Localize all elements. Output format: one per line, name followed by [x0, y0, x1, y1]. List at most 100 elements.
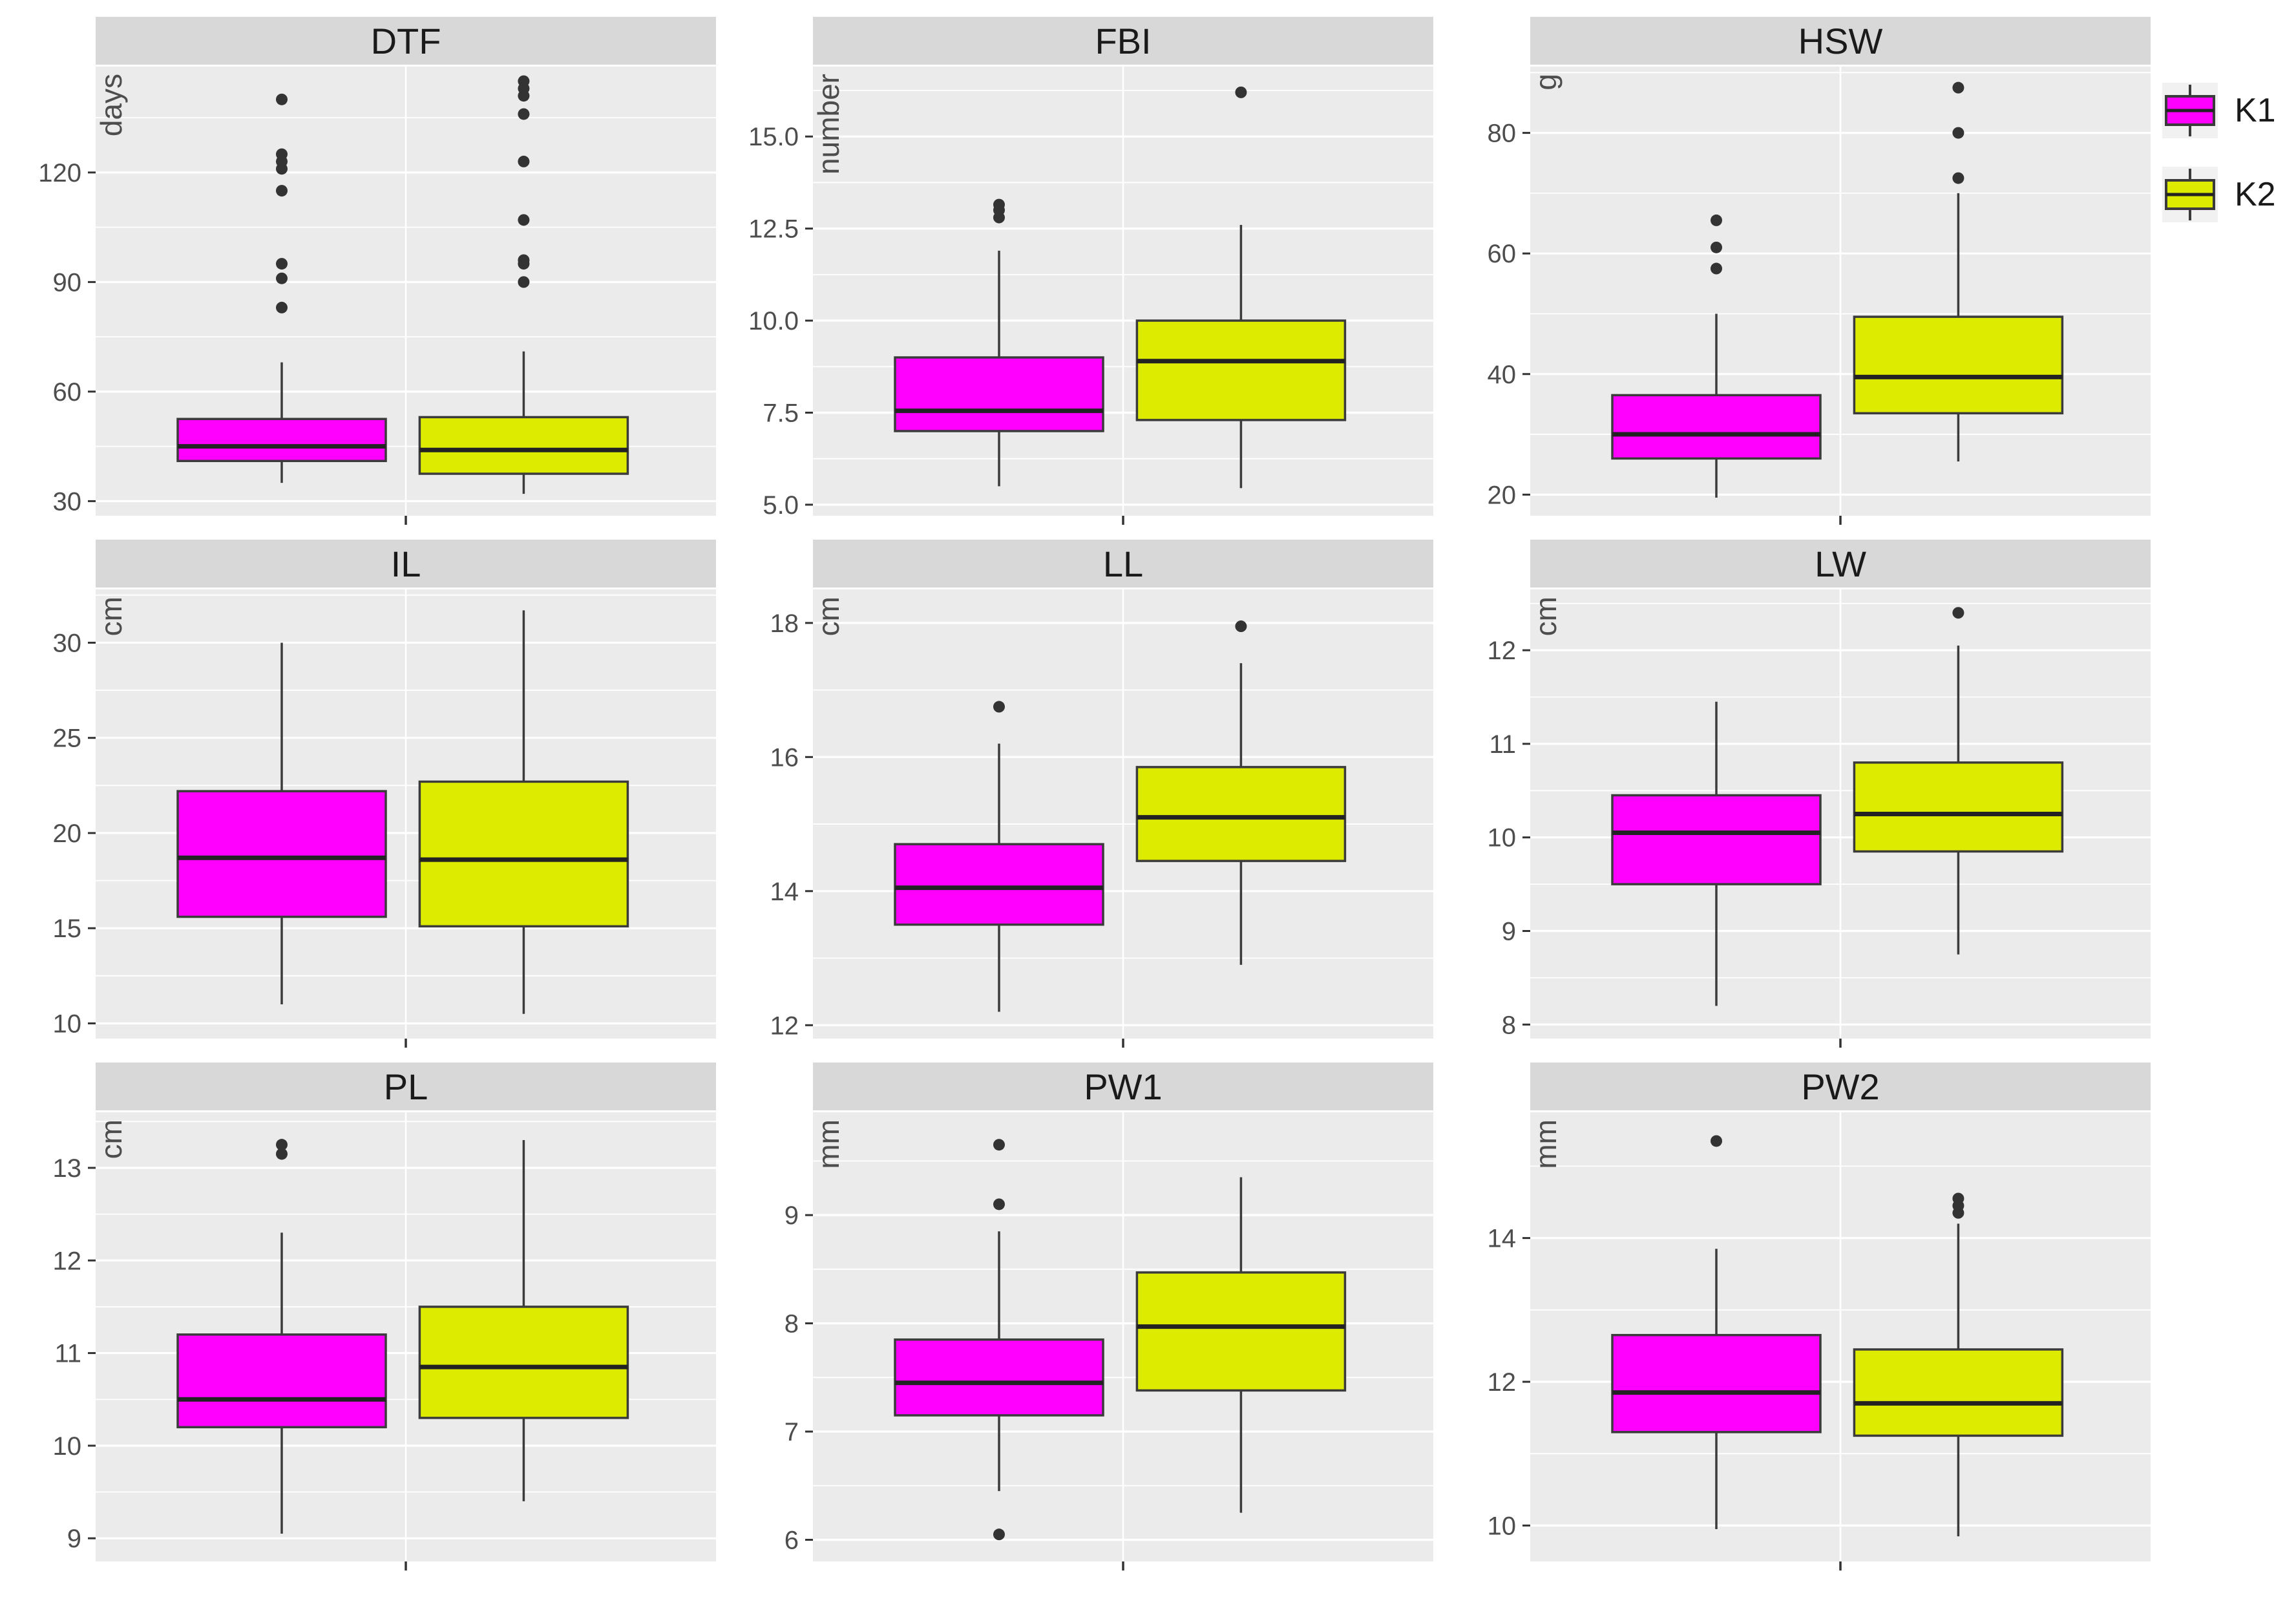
y-axis-label: g [1529, 74, 1563, 90]
facet-title: PW2 [1801, 1066, 1880, 1107]
legend-label-k2: K2 [2235, 176, 2276, 213]
y-tick-label: 9 [67, 1525, 81, 1553]
box-k2 [1135, 319, 1347, 421]
y-tick-label: 8 [1502, 1011, 1516, 1039]
facet-panel-fbi: FBI 5.0 7.5 10.0 12.5 15.0 number [722, 17, 1440, 540]
facet-panel-pl: PL 9 10 11 12 13 cm [5, 1063, 722, 1585]
y-tick-label: 6 [785, 1527, 799, 1555]
y-tick-label: 18 [770, 609, 799, 638]
outlier-point [1711, 214, 1722, 226]
y-tick-label: 15.0 [748, 123, 799, 151]
y-tick-label: 60 [1488, 240, 1517, 268]
outlier-point [518, 75, 530, 87]
box-k1 [1611, 394, 1822, 460]
outlier-point [276, 148, 288, 160]
boxplot-canvas: 10 15 20 25 30 cm [53, 589, 716, 1048]
box-k1 [1611, 1333, 1822, 1433]
outlier-point [993, 198, 1005, 211]
facet-strip: PW2 [1530, 1063, 2151, 1110]
boxplot-canvas: 20 40 60 80 g [1488, 67, 2151, 525]
y-tick-label: 5.0 [763, 491, 799, 520]
facet-panel-pw1: PW1 6 7 8 9 mm [722, 1063, 1440, 1585]
outlier-point [1952, 127, 1964, 139]
facet-strip: PW1 [813, 1063, 1433, 1110]
outlier-point [276, 258, 288, 270]
y-axis-label: number [812, 74, 845, 175]
y-tick-label: 9 [1502, 917, 1516, 946]
boxplot-canvas: 12 14 16 18 cm [770, 589, 1433, 1048]
facet-strip: DTF [96, 17, 716, 65]
outlier-point [993, 1198, 1005, 1211]
y-axis-label: days [94, 74, 128, 136]
legend-key-k1-icon [2162, 83, 2218, 138]
y-tick-label: 9 [785, 1201, 799, 1230]
y-tick-label: 7 [785, 1418, 799, 1446]
y-axis-label: cm [94, 1119, 128, 1159]
outlier-point [1711, 241, 1722, 253]
y-tick-label: 12 [770, 1011, 799, 1040]
y-tick-label: 15 [53, 915, 82, 943]
facet-grid: DTF 30 60 90 120 days FBI 5.0 7.5 10.0 12.5 15.0… [5, 17, 2157, 1585]
y-tick-label: 10 [1488, 1512, 1517, 1540]
y-tick-label: 60 [53, 378, 82, 407]
facet-title: IL [390, 543, 421, 584]
y-tick-label: 12 [1488, 637, 1517, 665]
y-tick-label: 14 [770, 878, 799, 906]
y-tick-label: 11 [54, 1340, 81, 1368]
boxplot-canvas: 10 12 14 mm [1488, 1112, 2151, 1571]
facet-panel-lw: LW 8 9 10 11 12 cm [1440, 540, 2157, 1063]
facet-panel-pw2: PW2 10 12 14 mm [1440, 1063, 2157, 1585]
facet-strip: LL [813, 540, 1433, 587]
y-axis-label: mm [812, 1119, 845, 1169]
outlier-point [518, 214, 530, 226]
outlier-point [276, 93, 288, 105]
facet-title: FBI [1095, 20, 1152, 61]
facet-title: LW [1815, 543, 1866, 584]
legend: K1 K2 [2162, 83, 2276, 251]
facet-strip: PL [96, 1063, 716, 1110]
outlier-point [1952, 172, 1964, 184]
y-axis-label: cm [812, 597, 845, 636]
y-tick-label: 14 [1488, 1225, 1517, 1253]
facet-strip: LW [1530, 540, 2151, 587]
y-tick-label: 20 [1488, 481, 1517, 509]
y-tick-label: 10.0 [748, 307, 799, 335]
y-tick-label: 120 [38, 159, 81, 187]
outlier-point [1711, 1135, 1722, 1147]
outlier-point [1235, 86, 1247, 98]
y-tick-label: 16 [770, 743, 799, 772]
facet-title: HSW [1798, 20, 1883, 61]
y-tick-label: 7.5 [763, 399, 799, 427]
y-tick-label: 20 [53, 820, 82, 848]
y-axis-label: cm [94, 597, 128, 636]
box-k2 [418, 780, 629, 927]
y-tick-label: 8 [785, 1310, 799, 1338]
outlier-point [276, 1139, 288, 1151]
y-axis-label: cm [1529, 597, 1563, 636]
y-tick-label: 12.5 [748, 215, 799, 244]
y-tick-label: 30 [53, 487, 82, 516]
box-k2 [418, 1306, 629, 1419]
legend-label-k1: K1 [2235, 92, 2276, 129]
boxplot-canvas: 30 60 90 120 days [38, 67, 716, 525]
box-k1 [894, 356, 1104, 432]
box-k1 [176, 1333, 387, 1428]
box-k2 [418, 416, 629, 475]
y-tick-label: 40 [1488, 361, 1517, 389]
box-k1 [176, 790, 387, 918]
legend-item-k2: K2 [2162, 167, 2276, 222]
boxplot-canvas: 6 7 8 9 mm [785, 1112, 1433, 1571]
outlier-point [276, 1148, 288, 1160]
box-k2 [1135, 1271, 1347, 1392]
outlier-point [518, 276, 530, 288]
boxplot-canvas: 9 10 11 12 13 cm [53, 1112, 716, 1571]
legend-key-k2-icon [2162, 167, 2218, 222]
facet-panel-hsw: HSW 20 40 60 80 g [1440, 17, 2157, 540]
box-k2 [1135, 766, 1347, 862]
outlier-point [1952, 81, 1964, 94]
outlier-point [993, 701, 1005, 713]
y-tick-label: 80 [1488, 120, 1517, 148]
outlier-point [993, 1139, 1005, 1151]
y-tick-label: 12 [1488, 1368, 1517, 1397]
facet-panel-il: IL 10 15 20 25 30 cm [5, 540, 722, 1063]
